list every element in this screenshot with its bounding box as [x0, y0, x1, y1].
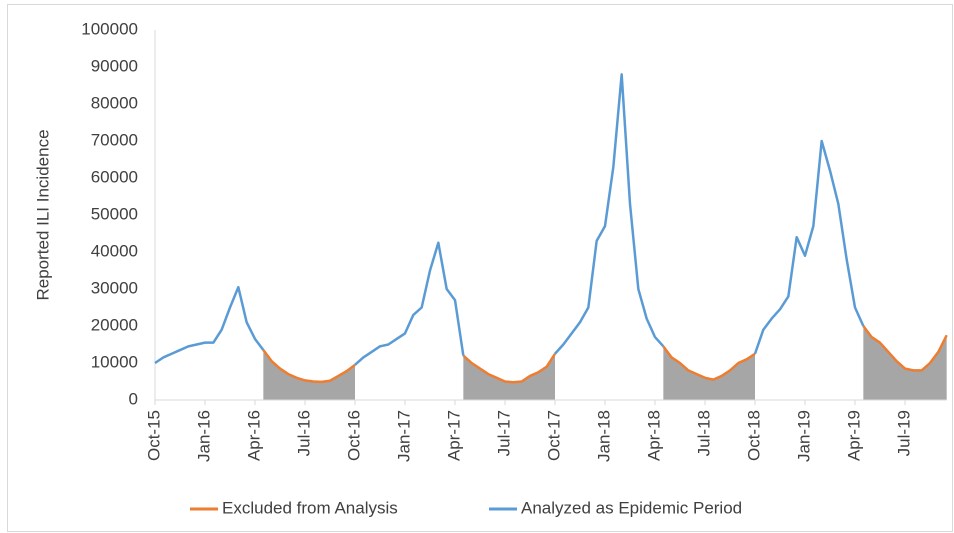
area-fill — [263, 326, 947, 400]
y-tick-label: 70000 — [91, 130, 138, 149]
x-tick-label: Jul-16 — [294, 410, 313, 456]
y-tick-label: 60000 — [91, 167, 138, 186]
y-tick-label: 90000 — [91, 56, 138, 75]
x-tick-label: Apr-16 — [244, 410, 263, 461]
y-tick-label: 50000 — [91, 204, 138, 223]
y-tick-label: 40000 — [91, 241, 138, 260]
x-tick-label: Apr-17 — [444, 410, 463, 461]
x-tick-label: Jul-19 — [894, 410, 913, 456]
y-tick-label: 0 — [129, 389, 138, 408]
legend-label: Excluded from Analysis — [222, 498, 398, 517]
legend-label: Analyzed as Epidemic Period — [521, 498, 742, 517]
y-axis-label: Reported ILI Incidence — [33, 129, 52, 300]
x-tick-label: Apr-18 — [644, 410, 663, 461]
x-tick-label: Oct-15 — [144, 410, 163, 461]
x-tick-label: Oct-17 — [544, 410, 563, 461]
x-tick-label: Jan-18 — [594, 410, 613, 462]
x-tick-label: Oct-18 — [744, 410, 763, 461]
chart-frame — [7, 4, 953, 532]
x-tick-label: Oct-16 — [344, 410, 363, 461]
y-tick-label: 10000 — [91, 352, 138, 371]
x-tick-label: Jul-17 — [494, 410, 513, 456]
x-tick-label: Jan-16 — [194, 410, 213, 462]
y-tick-label: 100000 — [81, 19, 138, 38]
y-tick-label: 80000 — [91, 93, 138, 112]
x-tick-label: Jul-18 — [694, 410, 713, 456]
x-tick-label: Apr-19 — [844, 410, 863, 461]
x-tick-label: Jan-19 — [794, 410, 813, 462]
series-line — [154, 73, 865, 366]
x-tick-label: Jan-17 — [394, 410, 413, 462]
series-line — [262, 325, 948, 384]
y-tick-label: 30000 — [91, 278, 138, 297]
y-tick-label: 20000 — [91, 315, 138, 334]
